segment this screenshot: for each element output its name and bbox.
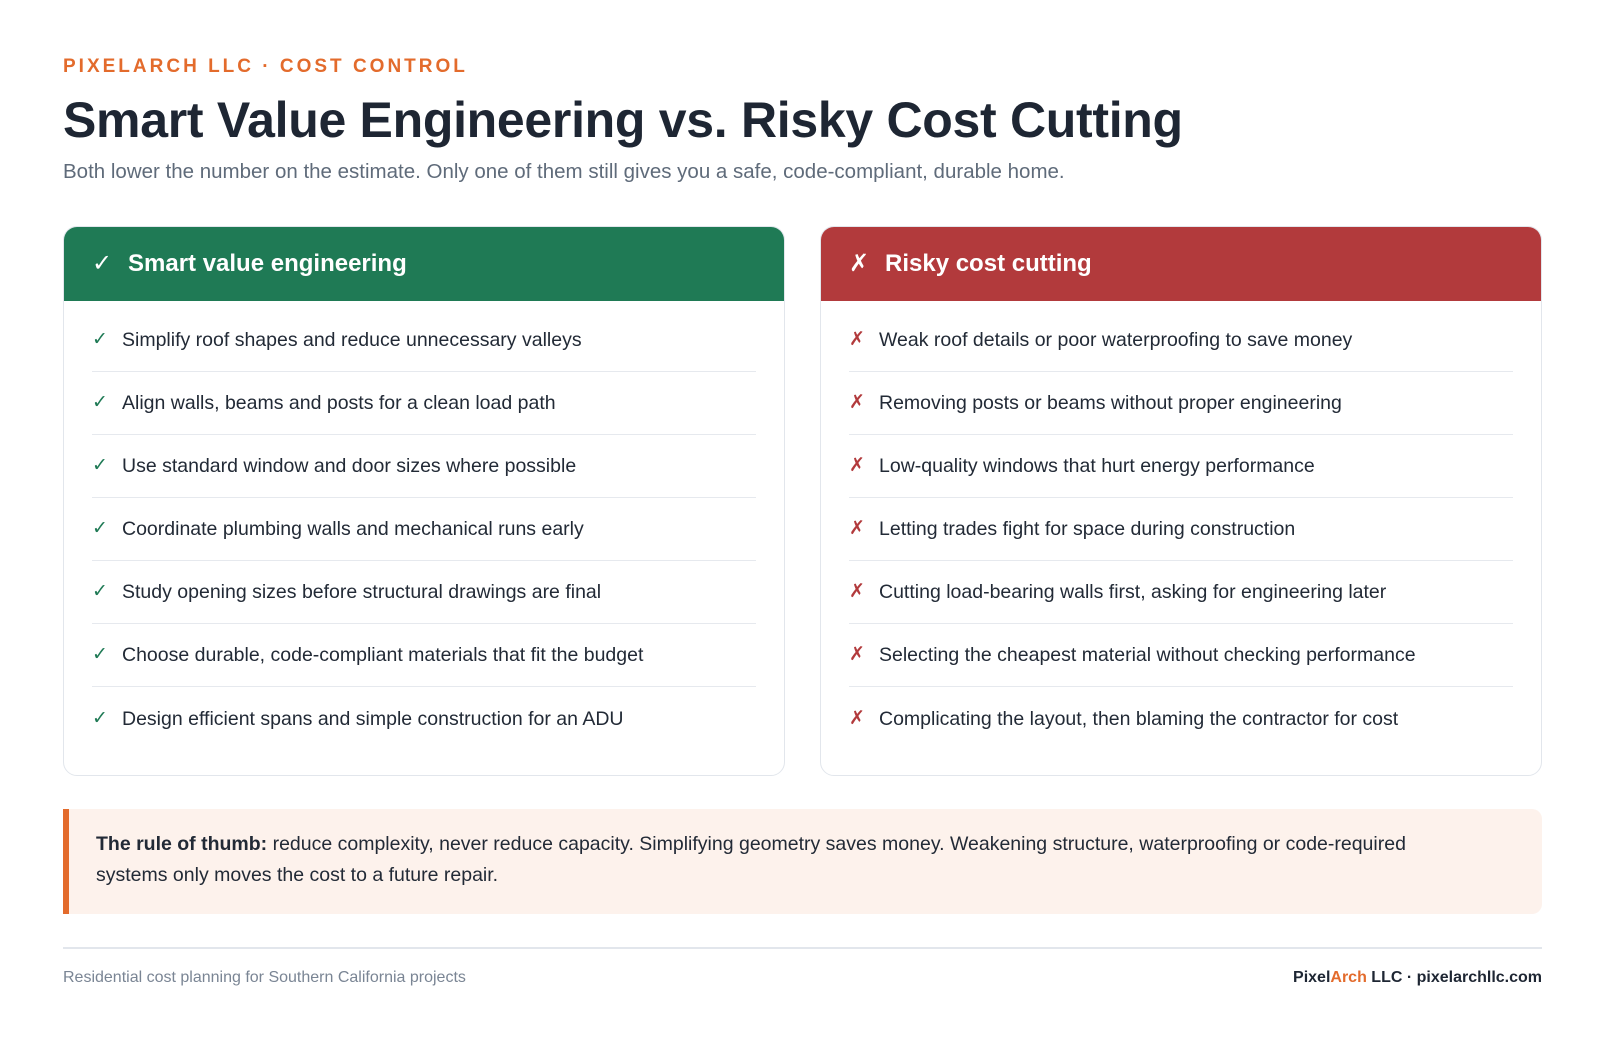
list-item: ✓ Study opening sizes before structural d… — [92, 561, 756, 624]
list-item: ✓ Coordinate plumbing walls and mechanica… — [92, 498, 756, 561]
list-item-text: Complicating the layout, then blaming th… — [879, 707, 1399, 730]
list-item: ✗ Weak roof details or poor waterproofing… — [849, 309, 1513, 372]
list-item-text: Simplify roof shapes and reduce unnecess… — [122, 329, 582, 351]
callout-lead: The rule of thumb: — [96, 833, 268, 855]
list-item-text: Choose durable, code-compliant materials… — [122, 644, 644, 666]
check-icon: ✓ — [92, 518, 108, 539]
cross-icon: ✗ — [849, 392, 865, 413]
list-item-text: Selecting the cheapest material without … — [879, 644, 1416, 666]
list-item: ✗ Letting trades fight for space during c… — [849, 498, 1513, 561]
footer-brand: PixelArch LLC · pixelarchllc.com — [1293, 968, 1542, 988]
cross-icon: ✗ — [849, 455, 865, 476]
good-list: ✓ Simplify roof shapes and reduce unneces… — [64, 301, 784, 750]
list-item: ✓ Use standard window and door sizes wher… — [92, 435, 756, 498]
list-item: ✓ Align walls, beams and posts for a clea… — [92, 372, 756, 435]
page-subtitle: Both lower the number on the estimate. O… — [63, 160, 1065, 183]
callout-text: reduce complexity, never reduce capacity… — [96, 833, 1406, 886]
check-icon: ✓ — [92, 329, 108, 350]
list-item: ✓ Choose durable, code-compliant material… — [92, 624, 756, 687]
footer-brand-rest: LLC · pixelarchllc.com — [1366, 969, 1542, 986]
footer-brand-arch: Arch — [1330, 969, 1367, 986]
list-item-text: Letting trades fight for space during co… — [879, 518, 1296, 540]
list-item-text: Weak roof details or poor waterproofing … — [879, 329, 1353, 351]
footer-divider — [63, 947, 1542, 949]
check-icon: ✓ — [92, 392, 108, 413]
list-item-text: Use standard window and door sizes where… — [122, 455, 577, 477]
check-icon: ✓ — [92, 707, 108, 729]
cross-icon: ✗ — [849, 581, 865, 602]
list-item: ✗ Cutting load-bearing walls first, askin… — [849, 561, 1513, 624]
cross-icon: ✗ — [849, 644, 865, 665]
list-item: ✓ Simplify roof shapes and reduce unneces… — [92, 309, 756, 372]
cross-icon: ✗ — [849, 518, 865, 539]
list-item-text: Cutting load-bearing walls first, asking… — [879, 581, 1387, 603]
list-item: ✗ Complicating the layout, then blaming t… — [849, 687, 1513, 750]
check-icon: ✓ — [92, 581, 108, 602]
list-item: ✓ Design efficient spans and simple const… — [92, 687, 756, 750]
bad-card: ✗ Risky cost cutting ✗ Weak roof details … — [820, 226, 1542, 776]
good-card: ✓ Smart value engineering ✓ Simplify roof… — [63, 226, 785, 776]
check-icon: ✓ — [92, 644, 108, 665]
list-item: ✗ Low-quality windows that hurt energy pe… — [849, 435, 1513, 498]
cross-icon: ✗ — [849, 707, 865, 729]
list-item-text: Study opening sizes before structural dr… — [122, 581, 602, 603]
page-title: Smart Value Engineering vs. Risky Cost C… — [63, 92, 1183, 148]
list-item: ✗ Selecting the cheapest material without… — [849, 624, 1513, 687]
check-icon: ✓ — [92, 455, 108, 476]
check-icon: ✓ — [92, 250, 113, 277]
footer-tagline: Residential cost planning for Southern C… — [63, 969, 466, 986]
good-card-title: Smart value engineering — [128, 250, 407, 277]
comparison-columns: ✓ Smart value engineering ✓ Simplify roof… — [63, 226, 1542, 776]
list-item: ✗ Removing posts or beams without proper … — [849, 372, 1513, 435]
list-item-text: Removing posts or beams without proper e… — [879, 392, 1342, 414]
cross-icon: ✗ — [849, 329, 865, 350]
list-item-text: Low-quality windows that hurt energy per… — [879, 455, 1315, 477]
list-item-text: Coordinate plumbing walls and mechanical… — [122, 518, 584, 540]
list-item-text: Design efficient spans and simple constr… — [122, 707, 624, 730]
cross-icon: ✗ — [849, 250, 870, 277]
rule-of-thumb-callout: The rule of thumb: reduce complexity, ne… — [63, 809, 1542, 914]
bad-card-title: Risky cost cutting — [885, 250, 1092, 277]
good-card-header: ✓ Smart value engineering — [64, 227, 784, 301]
footer-brand-pixel: Pixel — [1293, 969, 1331, 986]
bad-list: ✗ Weak roof details or poor waterproofing… — [821, 301, 1541, 750]
list-item-text: Align walls, beams and posts for a clean… — [122, 392, 556, 414]
bad-card-header: ✗ Risky cost cutting — [821, 227, 1541, 301]
eyebrow-label: PIXELARCH LLC · COST CONTROL — [63, 56, 468, 77]
